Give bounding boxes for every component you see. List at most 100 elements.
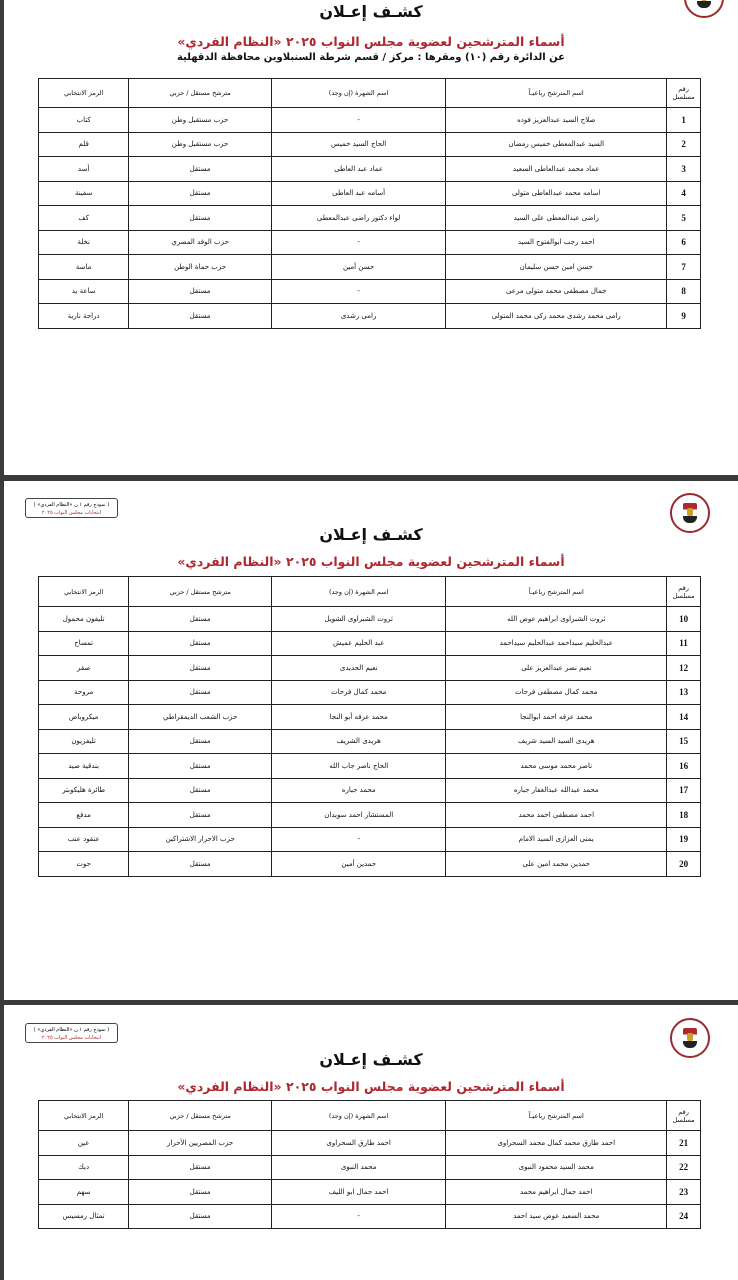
table-row: 24 محمد السعيد عوض سيد احمد - مستقل تمثال رم… — [37, 1203, 701, 1229]
table-row: 8 جمال مصطفى محمد متولى مرعى - مستقل ساعة يد — [37, 278, 701, 304]
table-row: 10 ثروت الشبراوى ابراهيم عوض الله ثروت الش… — [37, 606, 701, 632]
column-header-symbol: الرمز الانتخابي — [37, 1100, 130, 1131]
cell-serial: 1 — [666, 107, 701, 133]
cell-symbol: كتاب — [37, 107, 130, 133]
cell-name: حمدين محمد امين على — [445, 851, 668, 877]
table-row: 22 محمد السيد محمود النبوى محمد النبوى مستق… — [37, 1154, 701, 1180]
cell-fame: نعيم الحديدى — [271, 655, 447, 681]
cell-symbol: ميكروباص — [37, 704, 130, 730]
cell-type: مستقل — [128, 303, 272, 329]
table-header: رقم مسلسل اسم المترشح رباعيـاً اسم الشهرة … — [37, 78, 701, 108]
cell-type: مستقل — [128, 278, 272, 304]
cell-type: حزب مستقبل وطن — [128, 107, 272, 133]
cell-type: مستقل — [128, 1203, 272, 1229]
cell-type: مستقل — [128, 180, 272, 206]
cell-serial: 13 — [666, 679, 701, 705]
table-row: 11 عبدالحليم سيداحمد عبدالحليم سيداحمد عبد… — [37, 630, 701, 656]
district-line: عن الدائرة رقم (١٠) ومقرها : مركز / قسم … — [176, 52, 566, 63]
table-row: 7 حسن امين حسن سليمان حسن أمين حزب حماة الو… — [37, 254, 701, 280]
table-row: 21 احمد طارق محمد كمال محمد السحراوى احمد … — [37, 1130, 701, 1156]
cell-serial: 4 — [666, 180, 701, 206]
column-header-symbol: الرمز الانتخابي — [37, 576, 130, 607]
cell-fame: أسامه عبد العاطى — [270, 180, 447, 206]
cell-type: مستقل — [128, 655, 273, 681]
table-header: رقم مسلسل اسم المترشح رباعيـاً اسم الشهرة … — [37, 576, 701, 607]
cell-symbol: دراجة نارية — [37, 303, 130, 329]
cell-type: حزب المصريين الأحرار — [128, 1130, 272, 1156]
cell-serial: 2 — [666, 131, 701, 157]
table-row: 9 رامى محمد رشدى محمد زكى محمد المتولى رام… — [37, 303, 701, 329]
cell-name: جمال مصطفى محمد متولى مرعى — [445, 278, 668, 304]
column-header-type: مترشح مستقل / حزبي — [128, 1100, 272, 1131]
cell-name: عبدالحليم سيداحمد عبدالحليم سيداحمد — [445, 630, 668, 656]
cell-type: حزب الوفد المصري — [128, 229, 272, 255]
table-row: 18 احمد مصطفى احمد محمد المستشار احمد سويد… — [37, 802, 701, 828]
cell-symbol: تمثال رمسيس — [37, 1203, 130, 1229]
table-row: 13 محمد كمال مصطفى فرحات محمد كمال فرحات مس… — [37, 679, 701, 705]
cell-serial: 21 — [666, 1130, 701, 1156]
column-header-name: اسم المترشح رباعيـاً — [445, 78, 668, 108]
cell-fame: حمدين أمين — [271, 851, 447, 877]
cell-name: محمد السعيد عوض سيد احمد — [445, 1203, 668, 1229]
table-row: 2 السيد عبدالمعطى خميس رمضان الحاج السيد خ… — [37, 131, 701, 157]
cell-serial: 15 — [666, 728, 701, 754]
cell-symbol: نخلة — [37, 229, 130, 255]
cell-symbol: قلم — [37, 131, 130, 157]
cell-name: راضى عبدالمعطى على السيد — [445, 205, 668, 231]
cell-symbol: مدفع — [37, 802, 130, 828]
stamp-line-2: انتخابات مجلس النواب ٢٠٢٥ — [41, 1035, 102, 1041]
cell-fame: رامى رشدى — [270, 303, 447, 329]
egypt-emblem-logo — [670, 1018, 710, 1058]
cell-serial: 10 — [666, 606, 701, 632]
cell-serial: 24 — [666, 1203, 701, 1229]
table-row: 1 صلاح السيد عبدالعزيز فوده - حزب مستقبل وط… — [37, 107, 701, 133]
document-title: كشـف إعـلان — [319, 1050, 423, 1069]
cell-fame: احمد طارق السحراوى — [270, 1130, 447, 1156]
cell-fame: حسن أمين — [270, 254, 447, 280]
cell-name: حسن امين حسن سليمان — [445, 254, 668, 280]
document-title: كشـف إعـلان — [319, 2, 423, 21]
column-header-fame: اسم الشهرة (إن وجد) — [270, 78, 447, 108]
form-stamp: ( نموذج رقم ١ ن «النظام الفردي» ) انتخاب… — [25, 498, 118, 518]
cell-symbol: سهم — [37, 1179, 130, 1205]
stamp-line-1: ( نموذج رقم ١ ن «النظام الفردي» ) — [33, 1027, 110, 1033]
cell-symbol: عين — [37, 1130, 130, 1156]
cell-serial: 11 — [666, 630, 701, 656]
cell-type: مستقل — [128, 156, 272, 182]
cell-type: مستقل — [128, 753, 273, 779]
cell-serial: 22 — [666, 1154, 701, 1180]
table-row: 5 راضى عبدالمعطى على السيد لواء دكتور راضى… — [37, 205, 701, 231]
cell-symbol: تليفون محمول — [37, 606, 130, 632]
cell-symbol: ساعة يد — [37, 278, 130, 304]
cell-name: عماد محمد عبدالعاطى السعيد — [445, 156, 668, 182]
cell-fame: الحاج ناصر جاب الله — [271, 753, 447, 779]
cell-type: مستقل — [128, 851, 273, 877]
cell-fame: محمد كمال فرحات — [271, 679, 447, 705]
cell-name: ناصر محمد موسى محمد — [445, 753, 668, 779]
cell-fame: - — [270, 1203, 447, 1229]
table-row: 4 اسامه محمد عبدالعاطى متولى أسامه عبد الع… — [37, 180, 701, 206]
table-row: 15 هريدى السيد السيد شريف هريدى الشريف مستق… — [37, 728, 701, 754]
cell-symbol: طائرة هليكوبتر — [37, 777, 130, 803]
cell-fame: عماد عبد العاطى — [270, 156, 447, 182]
cell-name: محمد كمال مصطفى فرحات — [445, 679, 668, 705]
cell-fame: المستشار احمد سويدان — [271, 802, 447, 828]
cell-fame: محمد جباره — [271, 777, 447, 803]
page-1: كشـف إعـلان أسماء المترشحين لعضوية مجلس … — [4, 0, 738, 475]
cell-fame: هريدى الشريف — [271, 728, 447, 754]
cell-fame: - — [270, 107, 447, 133]
cell-serial: 14 — [666, 704, 701, 730]
cell-serial: 18 — [666, 802, 701, 828]
cell-symbol: أسد — [37, 156, 130, 182]
cell-type: حزب حماة الوطن — [128, 254, 272, 280]
cell-fame: ثروت الشبراوى الشويل — [271, 606, 447, 632]
table-row: 3 عماد محمد عبدالعاطى السعيد عماد عبد العا… — [37, 156, 701, 182]
cell-serial: 16 — [666, 753, 701, 779]
table-row: 17 محمد عبدالله عبدالغفار جباره محمد جباره… — [37, 777, 701, 803]
cell-symbol: ديك — [37, 1154, 130, 1180]
cell-serial: 23 — [666, 1179, 701, 1205]
cell-symbol: تليفزيون — [37, 728, 130, 754]
page-2: ( نموذج رقم ١ ن «النظام الفردي» ) انتخاب… — [4, 481, 738, 1000]
cell-type: مستقل — [128, 1154, 272, 1180]
cell-fame: الحاج السيد خميس — [270, 131, 447, 157]
